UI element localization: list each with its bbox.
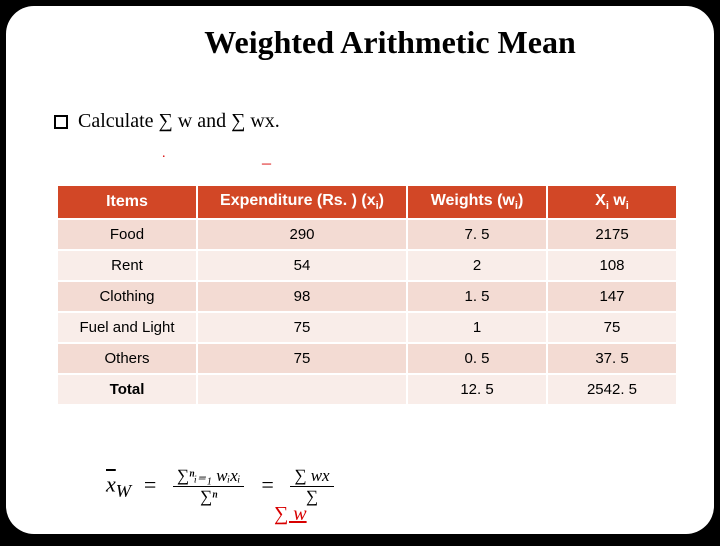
cell-w: 1. 5	[407, 281, 547, 312]
formula-fraction-2: ∑ wx ∑	[290, 467, 333, 506]
bullet-text: Calculate ∑ w and ∑ wx.	[78, 110, 280, 133]
table-row: Clothing 98 1. 5 147	[57, 281, 677, 312]
cell-item: Clothing	[57, 281, 197, 312]
cell-xw: 75	[547, 312, 677, 343]
cell-x: 98	[197, 281, 407, 312]
slide-title: Weighted Arithmetic Mean	[6, 24, 714, 61]
cell-x: 290	[197, 219, 407, 250]
cell-x: 75	[197, 312, 407, 343]
cell-item: Fuel and Light	[57, 312, 197, 343]
col-header-weights: Weights (wi)	[407, 185, 547, 219]
table-row-total: Total 12. 5 2542. 5	[57, 374, 677, 405]
formula-lhs: x	[106, 472, 116, 497]
cell-x: 75	[197, 343, 407, 374]
cell-w: 2	[407, 250, 547, 281]
cell-total-label: Total	[57, 374, 197, 405]
table-row: Rent 54 2 108	[57, 250, 677, 281]
data-table-container: Items Expenditure (Rs. ) (xi) Weights (w…	[56, 184, 676, 406]
bullet-icon	[54, 115, 68, 129]
cell-total-x	[197, 374, 407, 405]
red-annotation-mark-2: _	[262, 146, 271, 167]
cell-x: 54	[197, 250, 407, 281]
col-header-items: Items	[57, 185, 197, 219]
table-row: Others 75 0. 5 37. 5	[57, 343, 677, 374]
table-row: Fuel and Light 75 1 75	[57, 312, 677, 343]
bullet-line: Calculate ∑ w and ∑ wx.	[54, 110, 674, 133]
slide: Weighted Arithmetic Mean Calculate ∑ w a…	[6, 6, 714, 534]
cell-w: 1	[407, 312, 547, 343]
table-row: Food 290 7. 5 2175	[57, 219, 677, 250]
cell-xw: 37. 5	[547, 343, 677, 374]
cell-total-w: 12. 5	[407, 374, 547, 405]
cell-total-xw: 2542. 5	[547, 374, 677, 405]
red-annotation-formula: ∑ w	[274, 503, 307, 526]
cell-w: 0. 5	[407, 343, 547, 374]
red-annotation-mark-1: .	[162, 146, 166, 162]
cell-xw: 147	[547, 281, 677, 312]
cell-item: Others	[57, 343, 197, 374]
cell-xw: 108	[547, 250, 677, 281]
formula-fraction-1: ∑ⁿᵢ₌₁ wᵢxᵢ ∑ⁿ	[173, 467, 245, 506]
table-header-row: Items Expenditure (Rs. ) (xi) Weights (w…	[57, 185, 677, 219]
col-header-expenditure: Expenditure (Rs. ) (xi)	[197, 185, 407, 219]
cell-w: 7. 5	[407, 219, 547, 250]
cell-xw: 2175	[547, 219, 677, 250]
formula: xW = ∑ⁿᵢ₌₁ wᵢxᵢ ∑ⁿ = ∑ wx ∑	[106, 467, 338, 506]
cell-item: Food	[57, 219, 197, 250]
data-table: Items Expenditure (Rs. ) (xi) Weights (w…	[56, 184, 678, 406]
cell-item: Rent	[57, 250, 197, 281]
col-header-product: Xi wi	[547, 185, 677, 219]
